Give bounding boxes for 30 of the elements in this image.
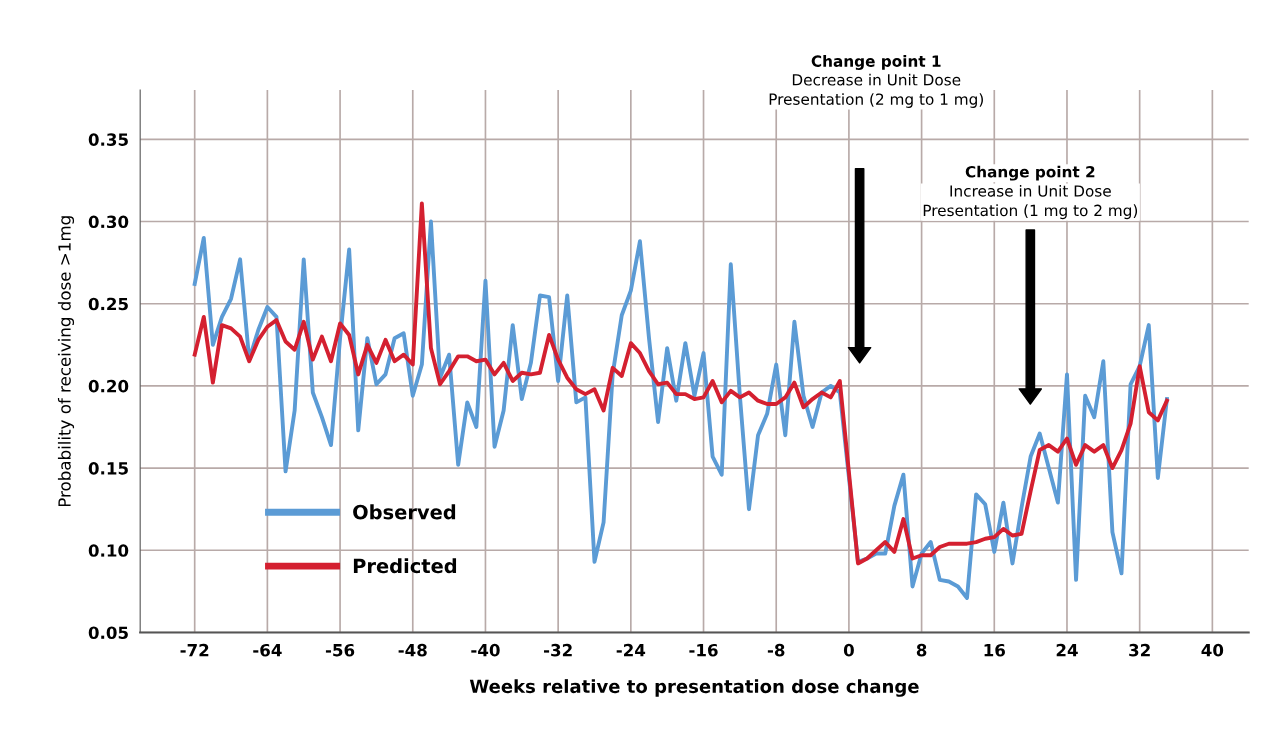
text: Change point 1: [811, 55, 941, 70]
y-tick-label: 0.35: [88, 133, 128, 146]
annotation: Increase in Unit Dose Presentation (1 mg to 2 mg): [923, 184, 1138, 220]
legend-label: Observed: [353, 504, 456, 520]
y-tick-label: 0.20: [88, 379, 129, 393]
legend-label: Predicted: [353, 558, 457, 574]
x-tick-label: -56: [325, 643, 355, 657]
x-tick-label: -72: [180, 643, 209, 657]
y-axis-title: Probability of receiving dose >1mg: [57, 216, 75, 507]
x-tick-label: 24: [1056, 643, 1078, 657]
x-tick-label: 16: [984, 643, 1005, 657]
annotation: Change point 2: [965, 165, 1095, 181]
y-tick-label: 0.10: [88, 544, 129, 557]
x-tick-label: 8: [916, 643, 927, 657]
x-tick-label: -64: [253, 643, 282, 657]
y-tick-label: 0.15: [88, 462, 128, 475]
x-axis-title: Weeks relative to presentation dose change: [469, 679, 919, 697]
y-tick-label: 0.30: [88, 215, 129, 229]
y-tick-label: 0.05: [88, 626, 128, 640]
x-tick-label: 0: [843, 643, 854, 657]
x-tick-label: -32: [543, 643, 572, 657]
x-tick-label: -48: [398, 643, 427, 657]
annotation: Decrease in Unit Dose Presentation (2 mg to 1 mg): [769, 73, 983, 108]
x-tick-label: -24: [616, 643, 646, 657]
x-tick-label: 40: [1201, 643, 1224, 657]
x-tick-label: -16: [689, 643, 718, 657]
x-tick-label: -8: [767, 643, 785, 657]
x-tick-label: 32: [1129, 643, 1150, 657]
y-tick-label: 0.25: [88, 297, 128, 311]
x-tick-label: -40: [471, 643, 500, 657]
